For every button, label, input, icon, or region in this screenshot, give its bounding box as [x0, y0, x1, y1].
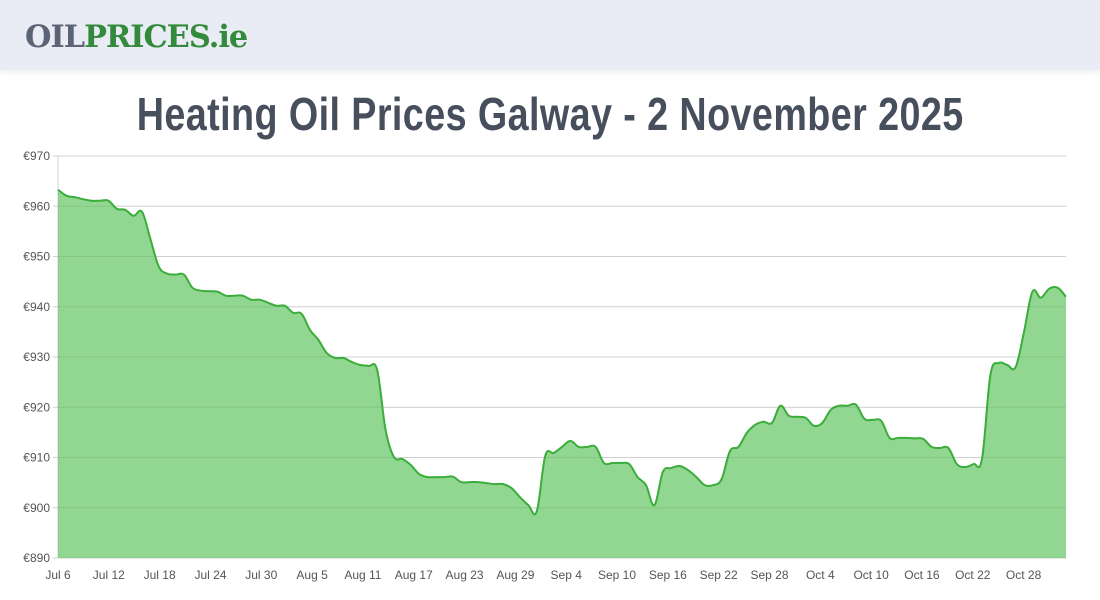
- page-title: Heating Oil Prices Galway - 2 November 2…: [0, 84, 1100, 144]
- x-tick-label: Oct 10: [853, 568, 889, 582]
- x-tick-label: Sep 4: [551, 568, 583, 582]
- x-tick-label: Aug 29: [496, 568, 534, 582]
- price-area-fill: [58, 189, 1066, 558]
- price-area-chart: €890 €900 €910 €920 €930 €940 €950 €960 €970 Jul…: [23, 149, 1067, 582]
- y-tick-label: €900: [23, 501, 50, 515]
- logo-prices-text: PRICES.ie: [84, 19, 248, 55]
- x-tick-label: Sep 16: [649, 568, 687, 582]
- x-tick-label: Jul 24: [194, 568, 226, 582]
- price-line: [57, 188, 1067, 516]
- x-tick-label: Aug 5: [296, 568, 328, 582]
- x-tick-label: Oct 16: [904, 568, 940, 582]
- gridline-overlay: [53, 155, 1066, 559]
- y-tick-label: €910: [23, 451, 50, 465]
- price-chart: €890 €900 €910 €920 €930 €940 €950 €960 €970 Jul…: [0, 140, 1100, 600]
- x-tick-label: Sep 22: [700, 568, 738, 582]
- page-title-text: Heating Oil Prices Galway - 2 November 2…: [136, 88, 964, 140]
- y-axis: €890 €900 €910 €920 €930 €940 €950 €960 €970: [23, 149, 50, 565]
- x-tick-label: Aug 11: [344, 568, 381, 582]
- x-tick-label: Jul 30: [245, 568, 277, 582]
- x-tick-label: Oct 22: [955, 568, 991, 582]
- logo-oil-text: OIL: [25, 19, 85, 55]
- x-tick-label: Aug 17: [395, 568, 433, 582]
- y-tick-label: €940: [23, 300, 50, 314]
- x-axis: Jul 6 Jul 12 Jul 18 Jul 24 Jul 30 Aug 5 Aug 11…: [45, 568, 1041, 582]
- x-tick-label: Aug 23: [446, 568, 484, 582]
- site-logo[interactable]: OILPRICES.ie: [25, 17, 248, 57]
- y-tick-label: €970: [23, 149, 50, 163]
- x-tick-label: Sep 28: [750, 568, 788, 582]
- x-tick-label: Oct 28: [1006, 568, 1042, 582]
- site-header: OILPRICES.ie: [0, 0, 1100, 70]
- y-tick-label: €920: [23, 400, 50, 414]
- x-tick-label: Sep 10: [598, 568, 636, 582]
- x-tick-label: Jul 12: [93, 568, 125, 582]
- x-tick-label: Oct 4: [806, 568, 835, 582]
- y-tick-label: €930: [23, 350, 50, 364]
- x-tick-label: Jul 6: [45, 568, 71, 582]
- y-tick-label: €960: [23, 199, 50, 213]
- y-tick-label: €950: [23, 250, 50, 264]
- y-tick-label: €890: [23, 551, 50, 565]
- x-tick-label: Jul 18: [144, 568, 176, 582]
